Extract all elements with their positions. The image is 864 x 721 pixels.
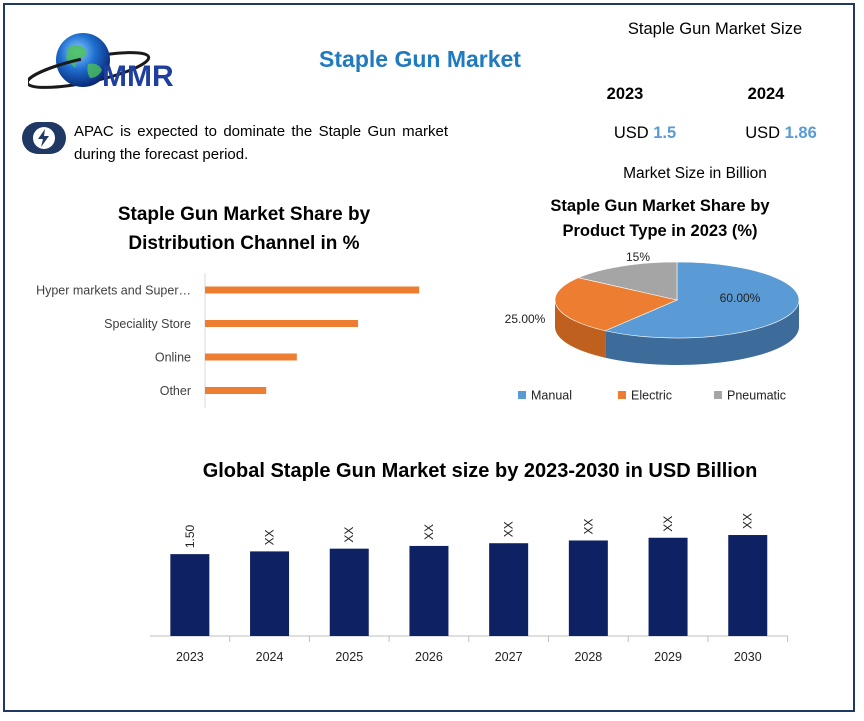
pie-slice-electric: [554, 277, 678, 332]
year-tick-label: 2026: [415, 650, 443, 664]
legend-label: Pneumatic: [727, 389, 786, 403]
market-size-chart-title: Global Staple Gun Market size by 2023-20…: [202, 460, 758, 482]
legend-swatch: [518, 391, 526, 399]
market-size-bar: [329, 548, 369, 636]
channel-category-label: Online: [155, 351, 191, 365]
pie-slice-manual: [604, 261, 800, 339]
bar-data-label: XX: [581, 518, 595, 534]
year-tick-label: 2025: [335, 650, 363, 664]
year-2024-label: 2024: [747, 85, 785, 103]
market-size-2024-value: 1.86: [784, 124, 817, 142]
market-size-unit: Market Size in Billion: [623, 165, 767, 182]
currency-label: USD: [745, 124, 781, 142]
channel-bar-chart: Hyper markets and Super… Speciality Store…: [36, 273, 420, 408]
channel-chart-title: Staple Gun Market Share by Distribution …: [84, 200, 404, 258]
year-tick-label: 2028: [574, 650, 602, 664]
pie-slice-side: [555, 300, 606, 358]
market-size-column-chart: 2023 1.50 2024 XX 2025 XX 2026 XX 2027 XX 2028 XX 20…: [150, 513, 789, 664]
market-size-bar: [409, 545, 449, 636]
bar-data-label: 1.50: [183, 524, 197, 548]
channel-chart-title-line: Distribution Channel in %: [128, 233, 360, 254]
market-size-bar: [170, 554, 210, 636]
bar-data-label: XX: [263, 529, 277, 545]
channel-category-label: Speciality Store: [104, 317, 191, 331]
legend-swatch: [618, 391, 626, 399]
year-tick-label: 2030: [734, 650, 762, 664]
legend-label: Electric: [631, 389, 672, 403]
channel-bar: [205, 286, 420, 294]
page-title: Staple Gun Market: [319, 46, 521, 72]
insight-text: APAC is expected to dominate the Staple …: [74, 123, 448, 163]
market-size-2023: USD 1.5: [590, 124, 700, 143]
pie-data-label: 60.00%: [720, 291, 761, 305]
legend-swatch: [714, 391, 722, 399]
year-tick-label: 2027: [495, 650, 523, 664]
bar-data-label: XX: [661, 516, 675, 532]
channel-category-label: Other: [160, 384, 191, 398]
market-size-bar: [648, 537, 688, 636]
bar-data-label: XX: [342, 527, 356, 543]
pie-slice-side: [605, 300, 799, 365]
globe-logo-icon: MMR: [25, 33, 174, 93]
market-size-2023-value: 1.5: [653, 124, 677, 142]
logo-text: MMR: [102, 60, 174, 93]
lightning-icon: [33, 127, 55, 149]
year-2023-label: 2023: [606, 85, 644, 103]
product-pie-chart: 60.00% 25.00% 15% Manual Electric Pneumatic: [505, 250, 800, 403]
product-chart-title: Staple Gun Market Share by Product Type …: [520, 194, 800, 244]
bar-data-label: XX: [502, 521, 516, 537]
market-size-header: Staple Gun Market Size: [627, 20, 803, 38]
channel-bar: [205, 353, 297, 361]
bar-data-label: XX: [741, 513, 755, 529]
infographic-frame: [3, 3, 855, 712]
product-chart-title-line: Staple Gun Market Share by: [550, 197, 770, 215]
market-size-bar: [728, 535, 768, 636]
legend-label: Manual: [531, 389, 572, 403]
year-tick-label: 2029: [654, 650, 682, 664]
market-size-bar: [250, 551, 290, 636]
bar-data-label: XX: [422, 524, 436, 540]
insight-badge: [22, 122, 66, 154]
pie-data-label: 25.00%: [505, 312, 546, 326]
channel-bar: [205, 387, 267, 394]
product-chart-title-line: Product Type in 2023 (%): [562, 222, 758, 240]
channel-chart-title-line: Staple Gun Market Share by: [117, 204, 371, 225]
channel-bar: [205, 320, 358, 327]
currency-label: USD: [613, 124, 649, 142]
market-size-2024: USD 1.86: [726, 124, 836, 143]
pie-slice-pneumatic: [577, 261, 678, 301]
market-size-bar: [489, 543, 529, 636]
year-tick-label: 2023: [176, 650, 204, 664]
pie-data-label: 15%: [626, 250, 650, 264]
channel-category-label: Hyper markets and Super…: [36, 284, 191, 298]
market-size-bar: [568, 540, 608, 636]
mmr-logo: MMR: [25, 30, 198, 100]
year-tick-label: 2024: [256, 650, 284, 664]
